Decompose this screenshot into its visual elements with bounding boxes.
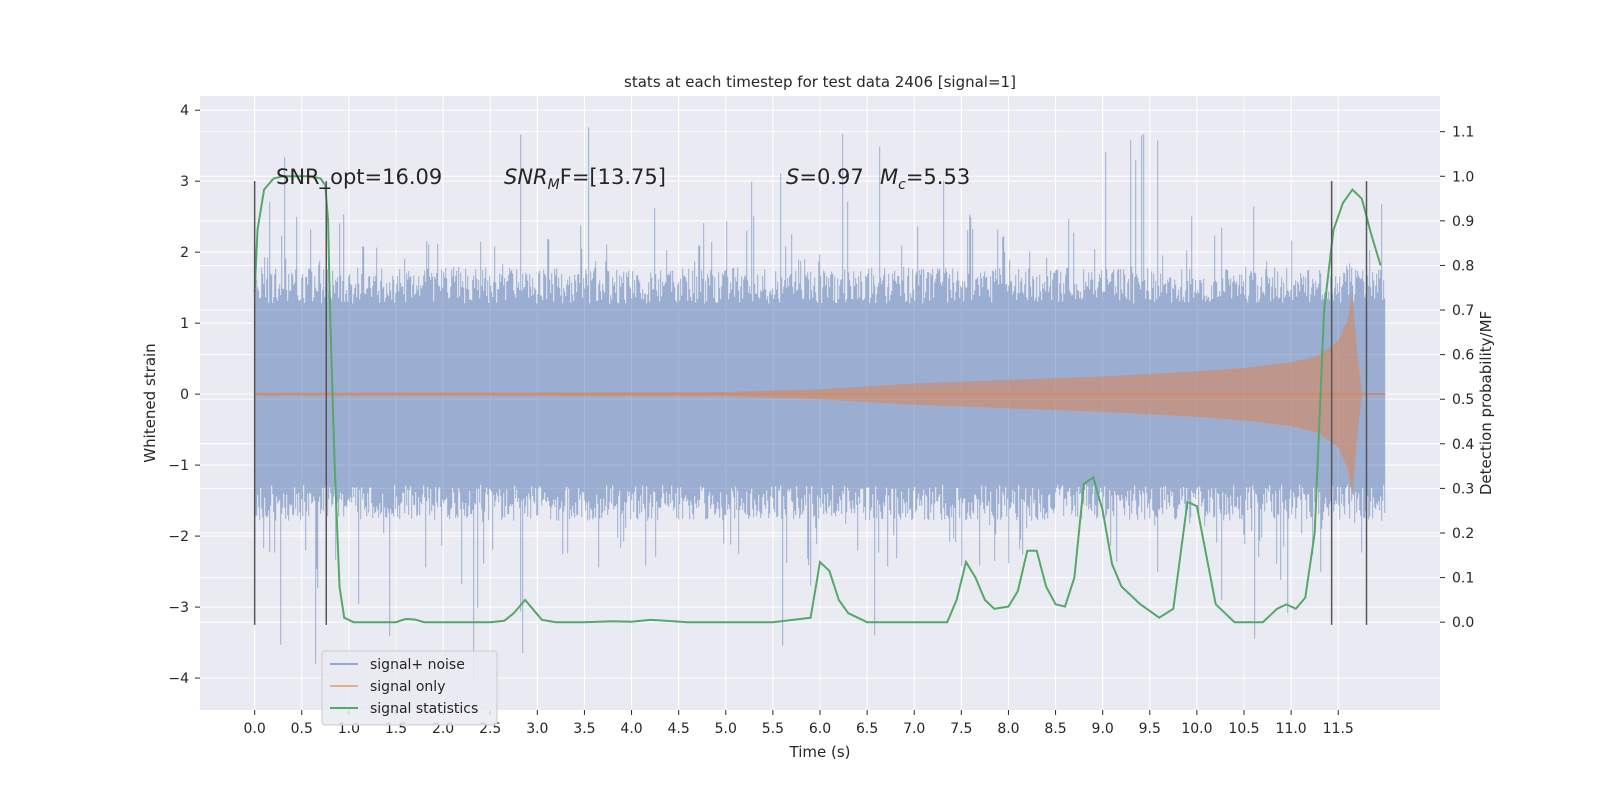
y2-tick-label: 0.8 (1452, 258, 1474, 274)
y-tick-label: 3 (180, 174, 189, 190)
y2-tick-label: 0.0 (1452, 615, 1474, 631)
y2-tick-label: 0.4 (1452, 437, 1474, 453)
annotation-snr-mf: SNRMF=[13.75] (504, 165, 666, 193)
x-tick-label: 7.5 (950, 721, 972, 737)
x-tick-label: 6.5 (856, 721, 878, 737)
x-tick-label: 9.0 (1092, 721, 1114, 737)
x-tick-label: 0.5 (291, 721, 313, 737)
signal-series (254, 291, 1386, 498)
x-tick-label: 9.5 (1139, 721, 1161, 737)
x-tick-label: 10.0 (1181, 721, 1212, 737)
x-axis-label: Time (s) (789, 743, 851, 761)
y-tick-label: −1 (168, 458, 189, 474)
x-tick-label: 8.5 (1044, 721, 1066, 737)
x-tick-label: 4.5 (668, 721, 690, 737)
legend-label-signal: signal only (370, 679, 445, 695)
y2-tick-label: 1.1 (1452, 125, 1474, 141)
x-tick-label: 5.0 (715, 721, 737, 737)
y-tick-label: −2 (168, 529, 189, 545)
legend: signal+ noise signal only signal statist… (321, 650, 498, 726)
x-tick-label: 5.5 (762, 721, 784, 737)
y2-axis-ticks: 1.1 1.0 0.9 0.8 0.7 0.6 0.5 0.4 0.3 0.2 0.1 0.0 (1440, 125, 1474, 631)
y2-axis-label: Detection probability/MF (1477, 311, 1495, 495)
x-tick-label: 7.0 (903, 721, 925, 737)
legend-box (321, 650, 498, 726)
annotation-mc: Mc=5.53 (880, 165, 970, 193)
y-tick-label: 0 (180, 387, 189, 403)
x-tick-label: 10.5 (1228, 721, 1259, 737)
x-tick-label: 3.0 (526, 721, 548, 737)
y-tick-label: −3 (168, 600, 189, 616)
x-tick-label: 0.0 (244, 721, 266, 737)
x-tick-label: 3.5 (573, 721, 595, 737)
x-tick-label: 8.0 (997, 721, 1019, 737)
x-axis-ticks: 0.0 0.5 1.0 1.5 2.0 2.5 3.0 3.5 4.0 4.5 5.0 5.5 6.0 6… (244, 710, 1354, 737)
stats-line (253, 175, 1382, 624)
y-tick-label: 4 (180, 103, 189, 119)
y-axis-label: Whitened strain (141, 343, 159, 462)
y2-tick-label: 0.1 (1452, 571, 1474, 587)
legend-label-stats: signal statistics (370, 701, 478, 717)
annotation-s: S=0.97 (786, 165, 864, 189)
y2-tick-label: 0.3 (1452, 481, 1474, 497)
y2-tick-label: 0.2 (1452, 526, 1474, 542)
y2-tick-label: 0.6 (1452, 348, 1474, 364)
y-tick-label: 2 (180, 245, 189, 261)
x-tick-label: 6.0 (809, 721, 831, 737)
chart-title: stats at each timestep for test data 240… (624, 73, 1016, 91)
y2-tick-label: 0.5 (1452, 392, 1474, 408)
y2-tick-label: 0.7 (1452, 303, 1474, 319)
y-axis-ticks: 4 3 2 1 0 −1 −2 −3 −4 (168, 103, 200, 687)
vertical-markers (253, 181, 1368, 625)
x-tick-label: 11.0 (1276, 721, 1307, 737)
x-tick-label: 11.5 (1323, 721, 1354, 737)
y-tick-label: 1 (180, 316, 189, 332)
y-tick-label: −4 (168, 671, 189, 687)
legend-label-noise: signal+ noise (370, 657, 465, 673)
y2-tick-label: 1.0 (1452, 169, 1474, 185)
x-tick-label: 4.0 (620, 721, 642, 737)
stats-series (253, 175, 1382, 624)
annotation-snr-opt: SNR_opt=16.09 (276, 165, 442, 190)
y2-tick-label: 0.9 (1452, 214, 1474, 230)
